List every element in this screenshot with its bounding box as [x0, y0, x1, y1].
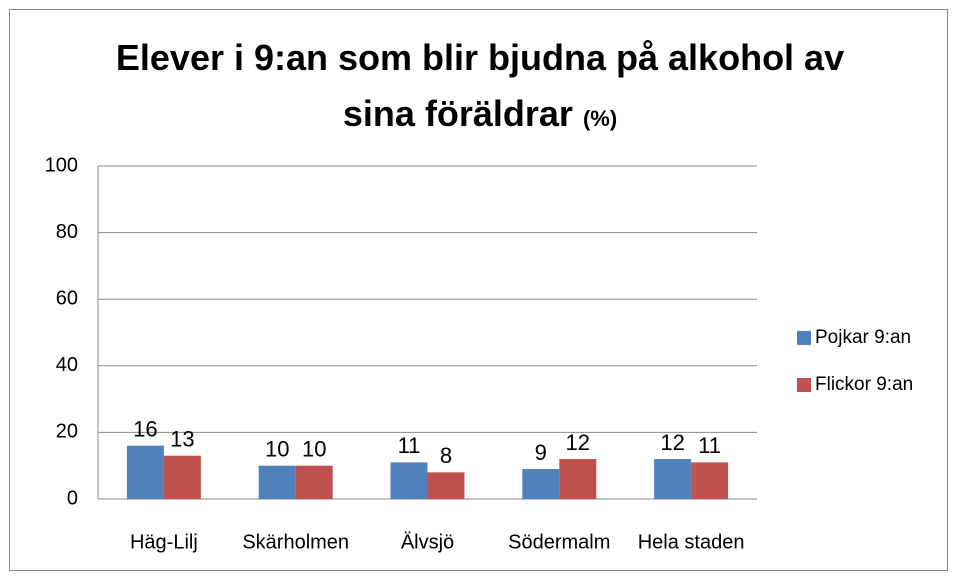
x-tick-label: Hela staden — [638, 531, 745, 553]
bar — [654, 459, 692, 499]
bar — [126, 445, 164, 499]
legend-swatch — [797, 378, 811, 392]
bar — [522, 469, 560, 499]
bar — [163, 455, 201, 499]
bar — [427, 472, 465, 499]
y-tick-label: 40 — [56, 354, 78, 376]
bar — [258, 465, 296, 499]
x-tick-label: Häg-Lilj — [130, 531, 198, 553]
y-tick-label: 80 — [56, 221, 78, 243]
chart-title-block: Elever i 9:an som blir bjudna på alkohol… — [90, 30, 870, 147]
y-tick-label: 0 — [67, 487, 78, 509]
x-tick-label: Södermalm — [508, 531, 610, 553]
chart-title-unit: (%) — [582, 106, 618, 131]
x-tick-label: Älvsjö — [401, 531, 454, 553]
x-tick-label: Skärholmen — [242, 531, 349, 553]
data-label: 13 — [170, 427, 194, 452]
bar — [691, 462, 729, 499]
data-label: 16 — [133, 417, 157, 442]
data-label: 11 — [698, 433, 721, 458]
data-label: 12 — [566, 430, 590, 455]
data-label: 10 — [265, 437, 289, 462]
y-tick-label: 100 — [45, 154, 78, 176]
data-label: 11 — [398, 433, 421, 458]
bar — [390, 462, 428, 499]
data-label: 8 — [440, 443, 452, 468]
chart-title: Elever i 9:an som blir bjudna på alkohol… — [115, 37, 845, 134]
y-tick-label: 60 — [56, 287, 78, 309]
data-label: 10 — [302, 437, 326, 462]
bar — [295, 465, 333, 499]
legend-label: Flickor 9:an — [815, 374, 913, 395]
bar — [559, 459, 597, 499]
y-tick-label: 20 — [56, 421, 78, 443]
legend-swatch — [797, 331, 811, 345]
data-label: 9 — [535, 440, 547, 465]
data-label: 12 — [660, 430, 684, 455]
legend-label: Pojkar 9:an — [815, 327, 911, 348]
